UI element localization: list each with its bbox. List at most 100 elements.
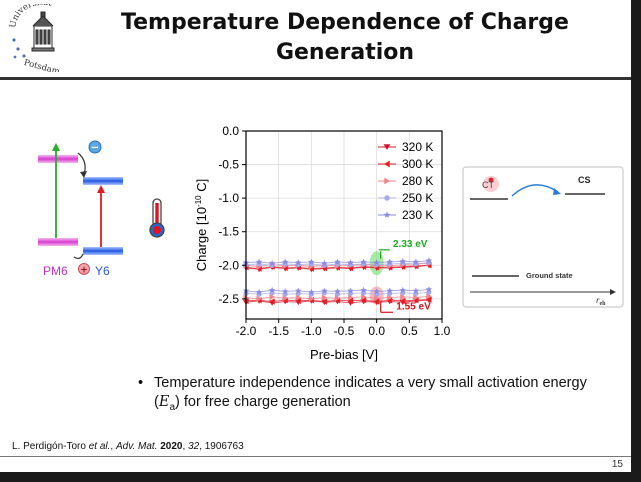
- logo-bottom-text: Potsdam: [23, 58, 61, 72]
- legend-label: 280 K: [402, 174, 433, 188]
- y-tick-label: -1.0: [218, 191, 239, 205]
- data-point: [295, 259, 302, 266]
- data-point: [334, 258, 341, 265]
- data-point: [360, 297, 367, 304]
- legend-label: 320 K: [402, 140, 433, 154]
- data-point: [386, 258, 393, 265]
- data-point: [400, 293, 406, 301]
- legend-marker: [384, 195, 390, 201]
- chart-ticks: -2.0 -1.5 -1.0 -0.5 0.0 0.5 1.0 0.0 -0.5 -1.0 -1.5…: [218, 124, 450, 338]
- data-point: [334, 288, 341, 295]
- data-point: [373, 298, 380, 305]
- charge-vs-prebias-chart: -2.0 -1.5 -1.0 -0.5 0.0 0.5 1.0 0.0 -0.5 -1.0 -1.5…: [194, 124, 451, 362]
- data-point: [308, 295, 315, 303]
- chart-points: [242, 257, 433, 306]
- electron-icon: [88, 140, 102, 154]
- data-point: [425, 257, 433, 264]
- energy-level-diagram: − + PM6 Y6: [38, 140, 123, 278]
- hole-icon: [78, 263, 90, 275]
- data-point: [295, 294, 302, 301]
- x-tick-label: 0.5: [401, 324, 418, 338]
- legend-item: 300 K: [378, 157, 433, 171]
- slide-title: Temperature Dependence of Charge Generat…: [90, 8, 600, 68]
- data-point: [399, 297, 406, 305]
- legend-marker: [383, 144, 391, 151]
- cs-label: CS: [578, 175, 591, 185]
- donor-homo-level: [38, 238, 78, 246]
- data-point: [426, 296, 432, 303]
- data-point: [360, 286, 367, 293]
- data-point: [321, 287, 328, 294]
- data-point: [308, 288, 315, 295]
- ct-label: CT: [482, 180, 494, 190]
- acceptor-label: Y6: [95, 264, 110, 278]
- data-point: [321, 259, 328, 266]
- data-point: [321, 294, 328, 301]
- data-point: [268, 259, 276, 266]
- slide-title-line2: Generation: [275, 40, 415, 65]
- data-point: [255, 258, 263, 265]
- svg-text:+: +: [80, 266, 88, 276]
- data-point: [413, 294, 419, 301]
- data-point: [373, 288, 380, 295]
- bullet-text: Temperature independence indicates a ver…: [154, 375, 587, 413]
- data-point: [282, 294, 289, 302]
- ct-glow: [483, 176, 499, 192]
- data-point: [386, 287, 393, 294]
- legend-label: 250 K: [402, 191, 433, 205]
- data-point: [387, 294, 393, 301]
- acceptor-lumo-level: [83, 177, 123, 185]
- citation: L. Perdigón-Toro et al., Adv. Mat. 2020,…: [12, 441, 244, 452]
- slide: Universität Potsdam Temperature Dependen…: [0, 0, 631, 472]
- legend-item: 280 K: [378, 174, 433, 188]
- donor-label: PM6: [43, 264, 68, 278]
- legend-label: 230 K: [402, 208, 433, 222]
- data-point: [347, 259, 354, 266]
- logo-dots: [12, 38, 26, 59]
- legend-item: 250 K: [378, 191, 433, 205]
- data-point: [295, 297, 301, 305]
- hole-transfer-arrow: [73, 253, 84, 260]
- annotation-1-55-ev: 1.55 eV: [396, 302, 431, 313]
- data-point: [269, 293, 276, 301]
- legend-label: 300 K: [402, 157, 433, 171]
- activation-energy-symbol: E: [158, 394, 170, 410]
- data-point: [425, 286, 433, 293]
- palace-icon: [31, 11, 55, 52]
- data-point: [347, 287, 354, 294]
- y-tick-label: 0.0: [222, 124, 239, 138]
- data-point: [374, 294, 380, 302]
- data-point: [426, 292, 432, 300]
- data-point: [412, 287, 420, 294]
- x-tick-label: -0.5: [334, 324, 355, 338]
- data-point: [360, 258, 367, 265]
- footer-rule: [0, 456, 631, 457]
- data-point: [373, 259, 380, 266]
- x-tick-label: 0.0: [368, 324, 385, 338]
- legend-item: 230 K: [378, 208, 433, 222]
- ground-state-label: Ground state: [526, 271, 573, 280]
- slide-title-line1: Temperature Dependence of Charge: [121, 10, 569, 35]
- y-tick-label: -2.0: [218, 258, 239, 272]
- x-tick-label: -2.0: [236, 324, 257, 338]
- data-point: [308, 258, 315, 265]
- acceptor-homo-level: [83, 247, 123, 255]
- y-tick-label: -0.5: [218, 158, 239, 172]
- legend-marker: [383, 211, 391, 218]
- data-point: [347, 294, 354, 301]
- y-tick-label: -2.5: [218, 292, 239, 306]
- r-eh-label: reh: [596, 295, 606, 307]
- university-logo: Universität Potsdam: [8, 4, 61, 72]
- data-point: [412, 258, 420, 265]
- x-tick-label: -1.5: [268, 324, 289, 338]
- svg-text:−: −: [91, 143, 99, 154]
- data-point: [334, 294, 341, 302]
- data-point: [399, 257, 406, 264]
- y-tick-label: -1.5: [218, 225, 239, 239]
- data-point: [269, 298, 275, 305]
- thermometer-icon: [149, 198, 165, 238]
- data-point: [268, 286, 276, 293]
- title-rule: [0, 77, 631, 80]
- data-point: [361, 293, 367, 301]
- data-point: [347, 297, 354, 305]
